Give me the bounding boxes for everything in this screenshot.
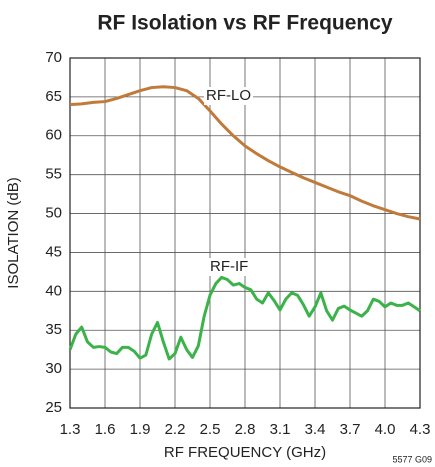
x-tick-label: 1.3 [60,421,81,438]
annotation: RF-IF [210,258,248,275]
annotation-bg [204,87,253,105]
y-tick-label: 50 [45,205,62,222]
annotation: RF-LO [206,87,251,104]
x-tick-label: 1.6 [95,421,116,438]
x-tick-label: 1.9 [130,421,151,438]
y-tick-label: 30 [45,360,62,377]
annotation-bg [208,258,251,276]
x-tick-label: 2.8 [235,421,256,438]
y-tick-label: 40 [45,282,62,299]
data-line [69,85,421,221]
x-tick-label: 2.5 [200,421,221,438]
data-line [68,275,421,361]
x-axis-label: RF FREQUENCY (GHz) [164,444,326,461]
x-tick-label: 2.2 [165,421,186,438]
y-tick-label: 65 [45,88,62,105]
plot-frame [69,57,421,409]
y-axis-label: ISOLATION (dB) [5,177,22,288]
y-tick-label: 45 [45,243,62,260]
y-tick-label: 60 [45,127,62,144]
footnote: 5577 G09 [392,454,432,464]
x-tick-label: 4.0 [375,421,396,438]
y-tick-label: 70 [45,49,62,66]
x-tick-label: 3.7 [340,421,361,438]
x-tick-label: 3.1 [270,421,291,438]
x-tick-label: 4.3 [410,421,431,438]
x-tick-label: 3.4 [305,421,326,438]
y-tick-label: 55 [45,166,62,183]
y-tick-label: 35 [45,321,62,338]
chart-title: RF Isolation vs RF Frequency [97,12,393,35]
y-tick-label: 25 [45,399,62,416]
